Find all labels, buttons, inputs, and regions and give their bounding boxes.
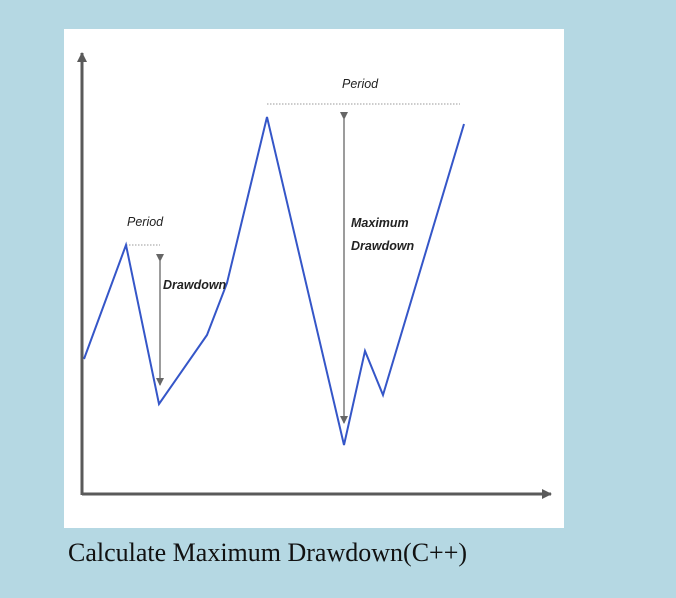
diagram-panel: Period Drawdown Period Maximum Drawdown	[64, 29, 564, 528]
drawdown-label: Drawdown	[163, 278, 227, 292]
period-small-label: Period	[127, 215, 164, 229]
drawdown-diagram: Period Drawdown Period Maximum Drawdown	[77, 52, 552, 499]
max-drawdown-label-line1: Maximum	[351, 216, 409, 230]
max-drawdown-label-line2: Drawdown	[351, 239, 415, 253]
period-large-label: Period	[342, 77, 379, 91]
caption: Calculate Maximum Drawdown(C++)	[68, 538, 468, 567]
price-line	[83, 116, 465, 446]
